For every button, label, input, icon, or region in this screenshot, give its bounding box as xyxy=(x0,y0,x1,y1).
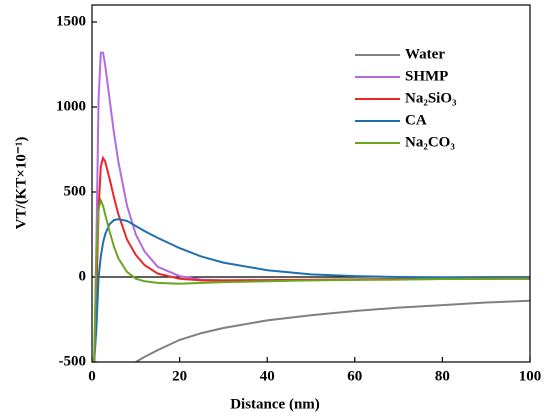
legend-label: CA xyxy=(405,112,427,128)
y-tick-label: 1000 xyxy=(56,98,86,114)
y-tick-label: -500 xyxy=(59,353,87,369)
y-tick-label: 0 xyxy=(79,268,87,284)
x-tick-label: 80 xyxy=(435,368,450,384)
legend-label: Water xyxy=(405,46,445,62)
y-axis-label: VT/(KT×10⁻¹) xyxy=(13,137,29,230)
x-tick-label: 0 xyxy=(88,368,96,384)
x-tick-label: 20 xyxy=(172,368,187,384)
legend-label: Na₂SiO₃ xyxy=(405,90,457,106)
legend-label: SHMP xyxy=(405,68,448,84)
series-line xyxy=(93,197,530,362)
x-axis-label: Distance (nm) xyxy=(230,396,320,412)
series-line xyxy=(93,155,530,362)
plot-frame xyxy=(91,4,531,363)
x-tick-label: 40 xyxy=(260,368,275,384)
series-line xyxy=(93,218,530,362)
series-line xyxy=(135,299,530,362)
x-tick-label: 60 xyxy=(347,368,362,384)
legend-label: Na₂CO₃ xyxy=(405,134,455,150)
y-tick-label: 1500 xyxy=(56,13,86,29)
y-tick-label: 500 xyxy=(64,183,87,199)
x-tick-label: 100 xyxy=(519,368,542,384)
